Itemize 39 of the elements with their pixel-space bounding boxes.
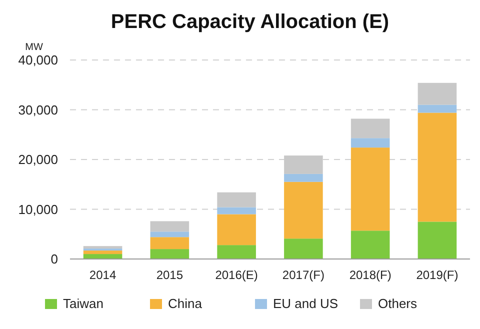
- bar: [418, 112, 457, 222]
- bar: [418, 82, 457, 105]
- bar: [83, 250, 122, 254]
- bar: [217, 207, 256, 214]
- bar: [150, 237, 190, 250]
- bar: [217, 214, 256, 246]
- legend-label: Taiwan: [63, 296, 104, 311]
- bar: [217, 245, 256, 259]
- legend-label: Others: [378, 296, 418, 311]
- x-tick-label: 2016(E): [215, 268, 258, 282]
- bar: [350, 148, 390, 231]
- x-tick-label: 2018(F): [349, 268, 392, 282]
- bar: [217, 192, 256, 208]
- x-tick-label: 2014: [89, 268, 116, 282]
- bar: [150, 232, 190, 238]
- bar: [83, 254, 122, 259]
- x-tick-label: 2015: [156, 268, 184, 282]
- bar: [350, 230, 390, 259]
- x-tick-label: 2019(F): [416, 268, 458, 282]
- y-axis-title: MW: [25, 42, 44, 53]
- legend-label: EU and US: [273, 296, 338, 311]
- chart-title: PERC Capacity Allocation (E): [110, 11, 390, 33]
- y-tick-label: 10,000: [18, 202, 58, 217]
- bar: [350, 118, 390, 138]
- bar: [284, 174, 323, 182]
- bar: [284, 182, 323, 239]
- x-tick-label: 2017(F): [282, 268, 324, 282]
- y-tick-label: 30,000: [18, 102, 58, 118]
- bar: [284, 238, 323, 259]
- bar: [350, 138, 390, 148]
- bar: [150, 221, 190, 232]
- y-tick-label: 40,000: [18, 52, 58, 68]
- legend-label: China: [168, 296, 203, 311]
- y-tick-label: 20,000: [18, 152, 58, 168]
- bar: [150, 249, 190, 259]
- bar: [83, 246, 122, 249]
- bar: [418, 104, 457, 113]
- y-tick-label: 0: [50, 252, 58, 267]
- bar: [418, 222, 457, 259]
